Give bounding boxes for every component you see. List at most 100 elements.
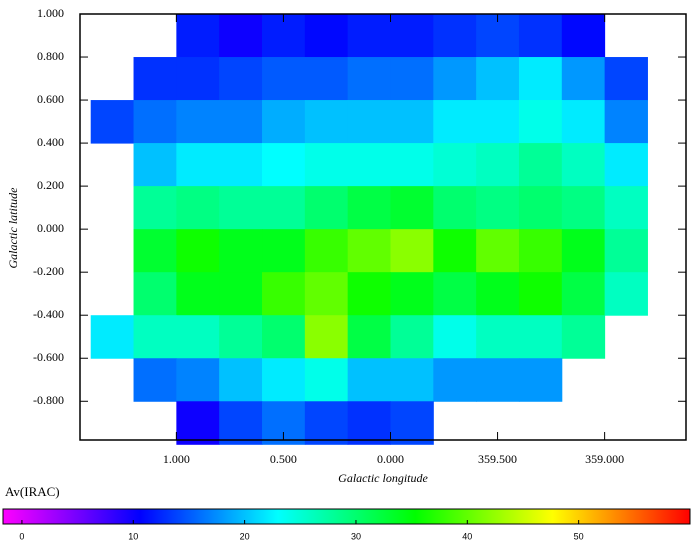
x-tick-label: 0.500 (270, 452, 297, 466)
heatmap-cell (219, 229, 263, 273)
heatmap-cell (304, 186, 349, 230)
heatmap-cell (518, 143, 563, 187)
heatmap-cell (176, 57, 220, 101)
plot-frame (79, 13, 687, 441)
heatmap-cell (133, 229, 177, 273)
heatmap-cell (133, 272, 177, 316)
heatmap-cell (433, 229, 477, 273)
heatmap-cell (476, 100, 520, 144)
x-axis-title: Galactic longitude (338, 471, 428, 485)
heatmap-cell (219, 14, 263, 58)
heatmap-cell (476, 229, 520, 273)
heatmap-cell (390, 57, 434, 101)
heatmap-cell (347, 143, 391, 187)
heatmap-cell (133, 100, 177, 144)
heatmap-cell (390, 143, 434, 187)
heatmap-cell (90, 100, 135, 144)
heatmap-cell (347, 100, 391, 144)
heatmap-cell (561, 229, 606, 273)
x-tick-label: 0.000 (377, 452, 404, 466)
heatmap-cell (433, 143, 477, 187)
x-tick-label: 359.000 (585, 452, 624, 466)
heatmap-cell (347, 229, 391, 273)
heatmap-cell (219, 315, 263, 359)
heatmap-cell (561, 272, 606, 316)
heatmap-cell (262, 186, 306, 230)
y-tick-label: -0.600 (33, 350, 64, 364)
heatmap-cell (219, 143, 263, 187)
y-tick-label: 0.800 (37, 49, 64, 63)
heatmap-cell (561, 186, 606, 230)
heatmap-cell (219, 272, 263, 316)
heatmap-cell (604, 229, 648, 273)
colorbar-tick-label: 50 (574, 531, 584, 541)
heatmap-cell (604, 186, 648, 230)
heatmap-cell (390, 315, 434, 359)
heatmap-cell (133, 143, 177, 187)
heatmap-cell (347, 272, 391, 316)
heatmap-cell (604, 272, 648, 316)
heatmap-cell (304, 358, 349, 402)
y-tick-label: -0.200 (33, 264, 64, 278)
heatmap-cell (604, 143, 648, 187)
heatmap-cell (561, 143, 606, 187)
heatmap-cell (219, 401, 263, 445)
heatmap-cell (390, 186, 434, 230)
heatmap-cell (304, 100, 349, 144)
heatmap-cell (390, 401, 434, 445)
colorbar (2, 508, 691, 525)
heatmap-cell (176, 272, 220, 316)
y-tick-label: 0.600 (37, 92, 64, 106)
heatmap-cell (90, 315, 135, 359)
heatmap-cell (476, 186, 520, 230)
heatmap-cell (433, 186, 477, 230)
heatmap-cell (304, 57, 349, 101)
heatmap-cell (304, 401, 349, 445)
heatmap-cell (176, 14, 220, 58)
heatmap-cell (518, 272, 563, 316)
x-tick-label: 1.000 (163, 452, 190, 466)
y-tick-label: 1.000 (37, 6, 64, 20)
heatmap-cell (476, 143, 520, 187)
heatmap-cell (262, 57, 306, 101)
heatmap-cell (518, 315, 563, 359)
heatmap-cell (262, 358, 306, 402)
heatmap-cell (262, 315, 306, 359)
colorbar-tick-label: 0 (19, 531, 24, 541)
heatmap-cell (133, 315, 177, 359)
heatmap-cell (219, 358, 263, 402)
heatmap-cell (176, 186, 220, 230)
heatmap-cell (262, 272, 306, 316)
y-axis-title: Galactic latitude (6, 187, 20, 269)
heatmap-cell (433, 57, 477, 101)
heatmap (90, 14, 648, 445)
colorbar-tick-label: 30 (351, 531, 361, 541)
heatmap-cell (347, 401, 391, 445)
heatmap-cell (390, 272, 434, 316)
colorbar-label: Av(IRAC) (5, 484, 60, 499)
heatmap-cell (219, 186, 263, 230)
heatmap-cell (561, 57, 606, 101)
heatmap-cell (347, 57, 391, 101)
heatmap-cell (433, 272, 477, 316)
x-tick-label: 359.500 (478, 452, 517, 466)
heatmap-cell (176, 143, 220, 187)
heatmap-cell (433, 358, 477, 402)
y-tick-label: 0.200 (37, 178, 64, 192)
heatmap-cell (476, 272, 520, 316)
heatmap-cell (133, 57, 177, 101)
colorbar-tick-label: 20 (240, 531, 250, 541)
heatmap-cell (304, 315, 349, 359)
heatmap-cell (262, 229, 306, 273)
heatmap-cell (433, 315, 477, 359)
heatmap-cell (561, 315, 606, 359)
heatmap-cell (518, 186, 563, 230)
heatmap-cell (176, 229, 220, 273)
heatmap-cell (304, 143, 349, 187)
heatmap-cell (219, 100, 263, 144)
heatmap-cell (176, 315, 220, 359)
heatmap-cell (518, 358, 563, 402)
heatmap-cell (476, 358, 520, 402)
heatmap-cell (518, 229, 563, 273)
